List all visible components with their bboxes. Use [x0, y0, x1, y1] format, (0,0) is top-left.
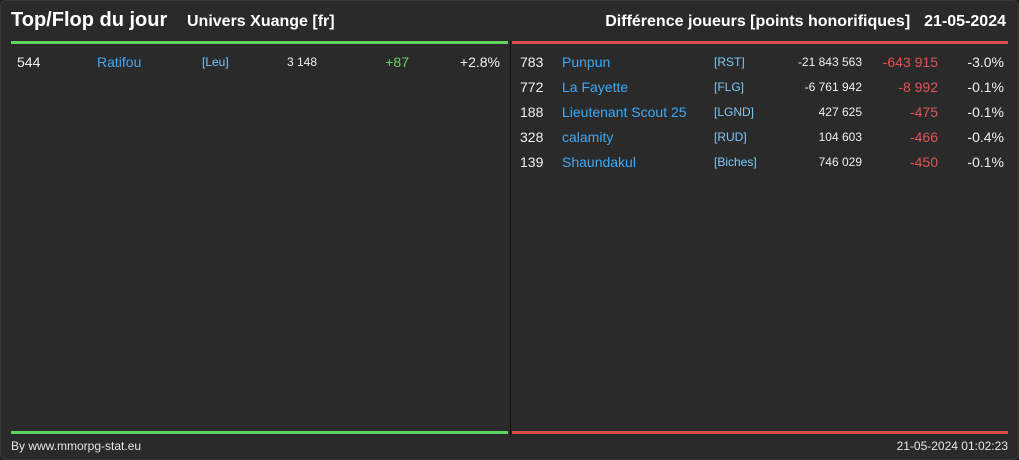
- percent-change: +2.8%: [459, 54, 500, 70]
- player-name-link[interactable]: Punpun: [562, 54, 611, 70]
- points-diff: -643 915: [882, 54, 938, 70]
- flop-row: 188 Lieutenant Scout 25 [LGND] 427 625 -…: [512, 100, 1008, 125]
- player-name-link[interactable]: calamity: [562, 129, 614, 145]
- header: Top/Flop du jour Univers Xuange [fr] Dif…: [1, 1, 1018, 41]
- player-rank: 139: [520, 154, 544, 170]
- alliance-tag[interactable]: [FLG]: [714, 80, 745, 94]
- top-bottom-divider: [11, 431, 508, 434]
- top-panel: 544 Ratifou [Leu] 3 148 +87 +2.8%: [11, 41, 508, 437]
- footer-timestamp: 21-05-2024 01:02:23: [896, 439, 1008, 453]
- player-points: -6 761 942: [804, 80, 862, 94]
- flop-row: 772 La Fayette [FLG] -6 761 942 -8 992 -…: [512, 75, 1008, 100]
- player-rank: 783: [520, 54, 544, 70]
- flop-bottom-divider: [512, 431, 1008, 434]
- header-right: Différence joueurs [points honorifiques]…: [605, 13, 1006, 31]
- player-name-link[interactable]: La Fayette: [562, 79, 629, 95]
- header-date: 21-05-2024: [924, 13, 1006, 30]
- alliance-tag[interactable]: [RST]: [714, 55, 745, 69]
- player-name-link[interactable]: Lieutenant Scout 25: [562, 104, 687, 120]
- player-rank: 328: [520, 129, 544, 145]
- player-points: -21 843 563: [797, 55, 862, 69]
- flop-panel: 783 Punpun [RST] -21 843 563 -643 915 -3…: [512, 41, 1008, 437]
- credit-link[interactable]: By www.mmorpg-stat.eu: [11, 439, 142, 453]
- column-separator: [510, 41, 511, 436]
- points-diff: -8 992: [898, 79, 938, 95]
- points-diff: -475: [909, 104, 938, 120]
- alliance-tag[interactable]: [RUD]: [714, 130, 747, 144]
- flop-row: 328 calamity [RUD] 104 603 -466 -0.4%: [512, 125, 1008, 150]
- percent-change: -0.4%: [967, 129, 1004, 145]
- player-points: 3 148: [286, 55, 317, 69]
- player-points: 746 029: [818, 155, 862, 169]
- universe-label: Univers Xuange [fr]: [187, 13, 335, 30]
- alliance-tag[interactable]: [Leu]: [202, 55, 229, 69]
- points-diff: -450: [909, 154, 938, 170]
- percent-change: -3.0%: [967, 54, 1004, 70]
- player-rank: 772: [520, 79, 544, 95]
- alliance-tag[interactable]: [LGND]: [714, 105, 755, 119]
- points-diff: +87: [385, 54, 409, 70]
- percent-change: -0.1%: [967, 154, 1004, 170]
- top-row: 544 Ratifou [Leu] 3 148 +87 +2.8%: [11, 50, 508, 75]
- widget-title: Top/Flop du jour: [11, 9, 168, 31]
- flop-row: 139 Shaundakul [Biches] 746 029 -450 -0.…: [512, 150, 1008, 175]
- player-rank: 544: [17, 54, 41, 70]
- percent-change: -0.1%: [967, 104, 1004, 120]
- flop-row: 783 Punpun [RST] -21 843 563 -643 915 -3…: [512, 50, 1008, 75]
- player-name-link[interactable]: Shaundakul: [562, 154, 636, 170]
- points-diff: -466: [909, 129, 938, 145]
- metric-label: Différence joueurs [points honorifiques]: [605, 13, 911, 30]
- percent-change: -0.1%: [967, 79, 1004, 95]
- player-points: 104 603: [818, 130, 862, 144]
- alliance-tag[interactable]: [Biches]: [714, 155, 757, 169]
- player-rank: 188: [520, 104, 544, 120]
- player-points: 427 625: [818, 105, 862, 119]
- player-name-link[interactable]: Ratifou: [97, 54, 142, 70]
